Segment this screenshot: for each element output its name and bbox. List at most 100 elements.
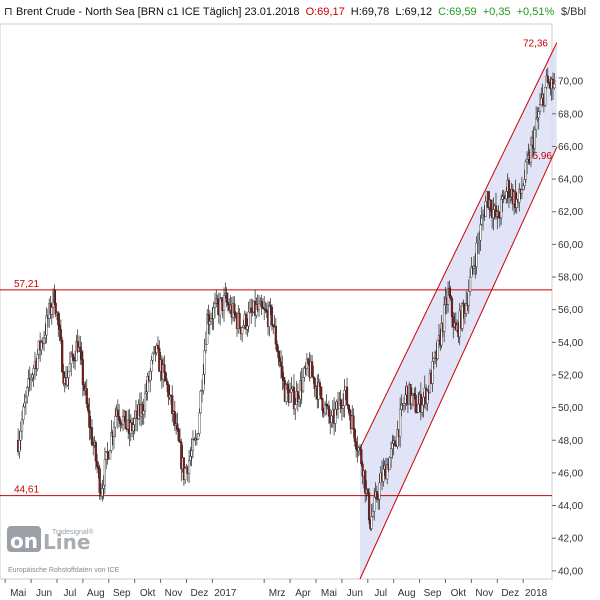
candle-body (468, 276, 472, 292)
candle-body (81, 359, 84, 385)
support-resistance-levels: 57,21 44,61 (0, 279, 552, 497)
candle-body (225, 292, 228, 303)
candle-body (553, 83, 556, 88)
candle-body (301, 376, 305, 392)
candle-body (90, 427, 94, 445)
candle-body (206, 314, 209, 345)
candle-body (197, 433, 200, 440)
x-tick-label: 2017 (214, 588, 237, 599)
candle-body (419, 393, 422, 413)
candle-body (313, 377, 316, 389)
candle-body (274, 325, 277, 345)
header-close: C:69,59 (438, 6, 477, 18)
header-high: H:69,78 (351, 6, 390, 18)
data-source-note: Europäische Rohstoffdaten von ICE (8, 567, 119, 574)
y-tick-label: 54,00 (558, 338, 583, 349)
candle-body (296, 391, 299, 402)
candle-body (448, 287, 451, 296)
channel-lower-line (359, 146, 558, 580)
candle-body (278, 357, 281, 363)
candle-body (540, 97, 543, 105)
candle-body (353, 429, 356, 442)
candle-body (176, 423, 179, 430)
x-tick-label: Apr (295, 588, 311, 599)
candle-body (389, 448, 393, 458)
candle-body (86, 403, 90, 411)
candle-body (498, 217, 501, 219)
candle-body (83, 384, 86, 391)
candle-body (121, 416, 125, 426)
candle-body (36, 354, 39, 369)
candle-body (268, 305, 271, 327)
candle-body (242, 325, 245, 328)
candle-body (421, 404, 424, 413)
candle-body (74, 360, 77, 362)
candle-body (202, 373, 205, 391)
candle-body (546, 75, 549, 83)
y-tick-label: 60,00 (558, 240, 583, 251)
candle-body (475, 242, 478, 268)
candle-body (203, 350, 206, 375)
candle-body (480, 217, 483, 225)
candle-body (342, 405, 345, 409)
candle-body (544, 86, 547, 106)
candle-body (518, 188, 521, 203)
candle-body (79, 346, 82, 353)
candle-body (250, 307, 253, 313)
candle-body (251, 311, 254, 313)
candle-body (32, 368, 35, 375)
candle-body (156, 345, 160, 349)
candle-body (45, 315, 48, 336)
candle-body (190, 450, 193, 457)
header-icon: ⊓ (4, 6, 13, 18)
candle-body (436, 339, 439, 359)
candle-body (330, 415, 333, 423)
candle-body (226, 301, 230, 305)
channel-upper-line (359, 42, 558, 449)
candle-body (507, 180, 511, 198)
candle-body (318, 382, 321, 387)
candle-body (132, 424, 135, 431)
candle-body (171, 395, 174, 415)
candle-body (393, 440, 397, 446)
candle-body (321, 398, 324, 411)
x-tick-label: Okt (451, 588, 467, 599)
candle-body (310, 361, 314, 377)
candle-body (118, 416, 121, 421)
candle-body (391, 443, 394, 449)
x-tick-label: Dez (501, 588, 519, 599)
candle-body (150, 360, 153, 372)
candle-body (61, 339, 64, 373)
candle-body (114, 415, 117, 428)
candle-body (339, 399, 342, 406)
candle-body (31, 374, 34, 379)
candle-body (40, 341, 43, 351)
candle-body (67, 370, 70, 379)
candle-body (71, 353, 74, 358)
candle-body (238, 313, 241, 328)
candle-body (173, 411, 176, 426)
candle-body (551, 78, 555, 88)
candle-body (270, 306, 274, 325)
candle-body (164, 372, 167, 382)
candle-body (180, 442, 183, 470)
candle-body (265, 310, 268, 313)
candle-body (219, 298, 222, 316)
level-label: 57,21 (14, 279, 39, 290)
candle-body (199, 390, 202, 414)
candle-body (146, 376, 149, 392)
candle-body (184, 468, 187, 480)
candle-body (305, 358, 309, 370)
header-low: L:69,12 (395, 6, 432, 18)
candle-body (143, 392, 147, 412)
candle-body (533, 129, 536, 149)
candle-body (292, 386, 296, 410)
candle-body (476, 241, 479, 244)
candle-body (85, 388, 88, 405)
logo-brand: Tradesignal® (52, 528, 94, 536)
candle-body (375, 491, 378, 500)
candle-body (155, 345, 158, 354)
candle-body (487, 191, 490, 208)
candle-body (149, 371, 152, 381)
x-tick-label: Aug (87, 588, 105, 599)
